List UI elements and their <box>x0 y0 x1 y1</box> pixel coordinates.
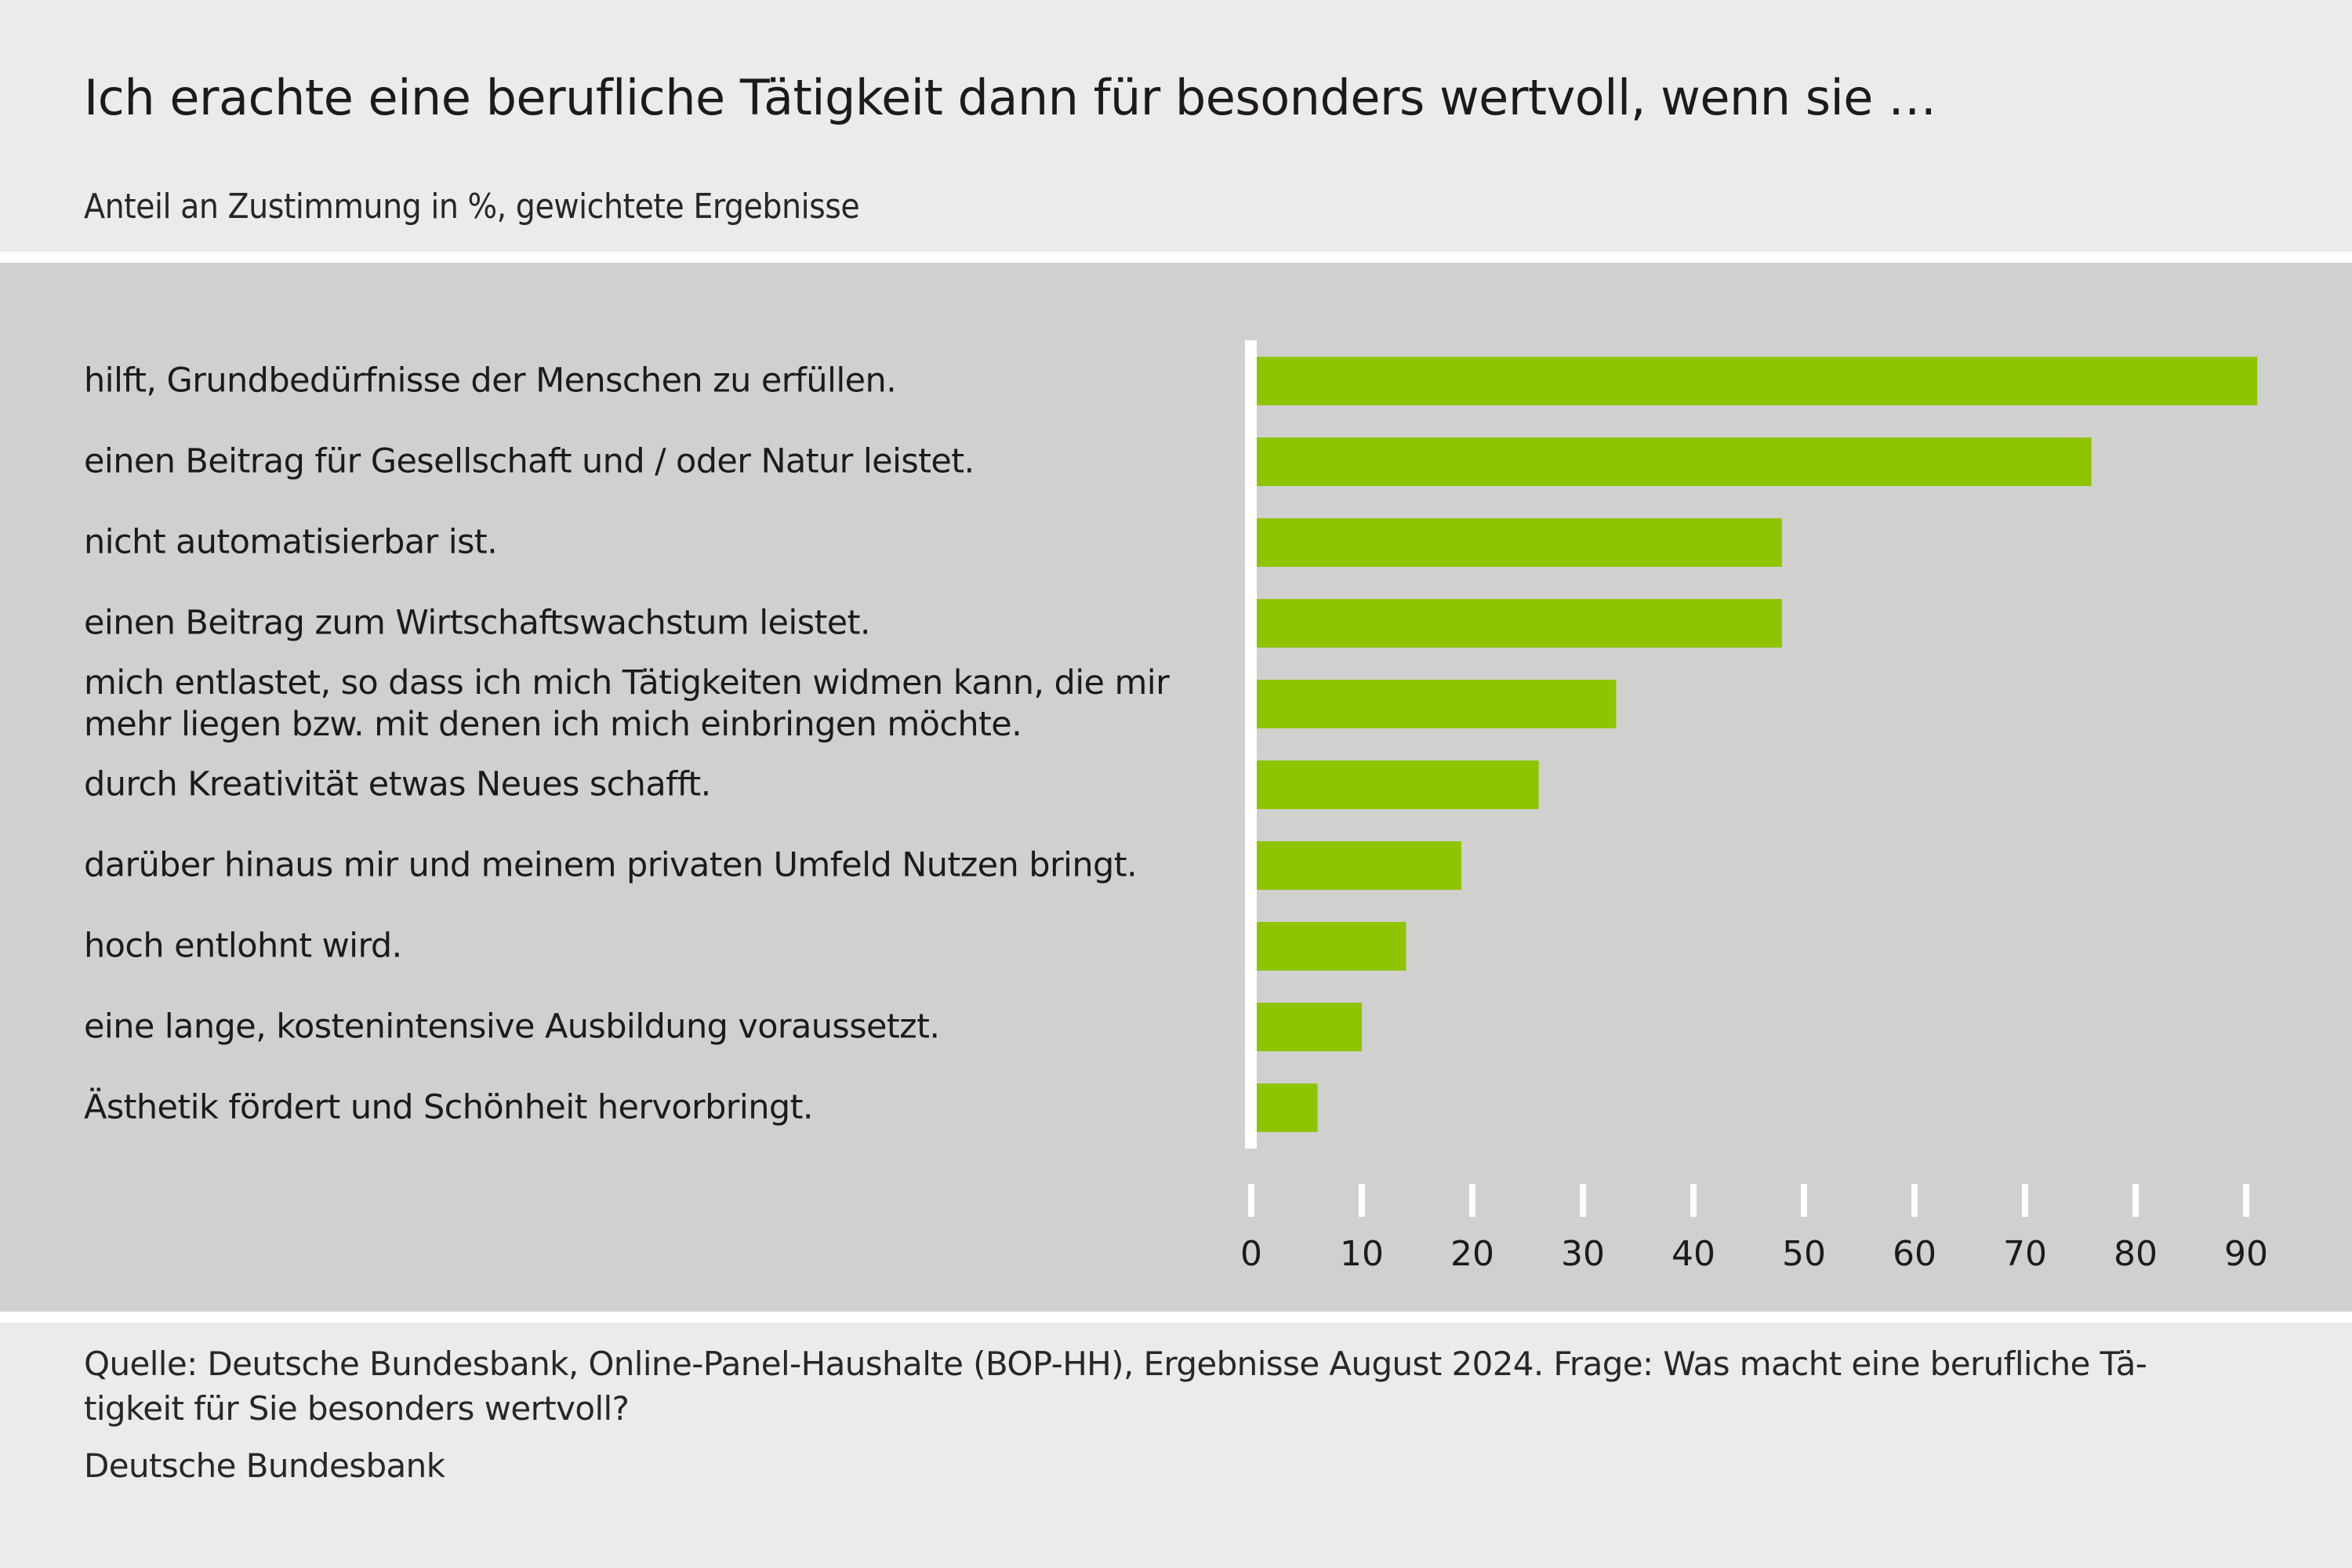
bar <box>1257 1083 1318 1132</box>
bar <box>1257 760 1539 809</box>
x-tick-mark <box>1359 1184 1365 1217</box>
x-tick-label: 20 <box>1450 1234 1494 1274</box>
bar <box>1257 1003 1362 1051</box>
bar <box>1257 518 1782 567</box>
x-tick-mark <box>1801 1184 1807 1217</box>
y-axis-line <box>1245 340 1257 1149</box>
x-tick-label: 90 <box>2224 1234 2268 1274</box>
bar <box>1257 841 1461 890</box>
category-label: einen Beitrag für Gesellschaft und / ode… <box>84 441 975 481</box>
x-tick-mark <box>2022 1184 2028 1217</box>
bar <box>1257 680 1617 728</box>
category-label: hoch entlohnt wird. <box>84 926 402 966</box>
category-label: einen Beitrag zum Wirtschaftswachstum le… <box>84 603 871 643</box>
category-label: mich entlastet, so dass ich mich Tätigke… <box>84 663 1170 744</box>
x-tick-mark <box>1911 1184 1918 1217</box>
source-note-line-2: tigkeit für Sie besonders wertvoll? <box>84 1389 630 1428</box>
x-axis-ticks: 0 10 20 30 40 50 60 70 80 90 <box>1240 1184 2268 1274</box>
category-label: nicht automatisierbar ist. <box>84 522 498 562</box>
category-label: hilft, Grundbedürfnisse der Menschen zu … <box>84 361 897 401</box>
x-tick-label: 40 <box>1671 1234 1715 1274</box>
chart-title: Ich erachte eine berufliche Tätigkeit da… <box>84 69 1936 126</box>
x-tick-mark <box>2132 1184 2139 1217</box>
footer-separator <box>0 1312 2352 1323</box>
x-tick-mark <box>1690 1184 1697 1217</box>
bar <box>1257 357 2258 405</box>
header-separator <box>0 252 2352 263</box>
x-tick-label: 10 <box>1340 1234 1384 1274</box>
bar <box>1257 922 1406 971</box>
x-tick-label: 50 <box>1782 1234 1826 1274</box>
bars-group <box>1257 357 2258 1132</box>
source-note: Quelle: Deutsche Bundesbank, Online-Pane… <box>84 1341 2279 1431</box>
x-tick-label: 30 <box>1561 1234 1605 1274</box>
x-tick-mark <box>2243 1184 2249 1217</box>
x-tick-label: 80 <box>2114 1234 2158 1274</box>
publisher-credit: Deutsche Bundesbank <box>84 1446 445 1485</box>
category-label: darüber hinaus mir und meinem privaten U… <box>84 845 1138 885</box>
x-tick-label: 70 <box>2003 1234 2047 1274</box>
category-label: durch Kreativität etwas Neues schafft. <box>84 764 711 804</box>
x-tick-mark <box>1580 1184 1586 1217</box>
x-tick-mark <box>1248 1184 1254 1217</box>
bar <box>1257 599 1782 648</box>
chart-footer: Quelle: Deutsche Bundesbank, Online-Pane… <box>0 1323 2352 1568</box>
source-note-line-1: Quelle: Deutsche Bundesbank, Online-Pane… <box>84 1345 2147 1383</box>
bar <box>1257 437 2092 486</box>
x-tick-label: 0 <box>1240 1234 1262 1274</box>
category-label: Ästhetik fördert und Schönheit hervorbri… <box>84 1087 814 1127</box>
chart-subtitle: Anteil an Zustimmung in %, gewichtete Er… <box>84 187 860 227</box>
category-label: eine lange, kostenintensive Ausbildung v… <box>84 1007 940 1047</box>
x-tick-mark <box>1469 1184 1475 1217</box>
x-tick-label: 60 <box>1893 1234 1936 1274</box>
chart-header: Ich erachte eine berufliche Tätigkeit da… <box>0 0 2352 252</box>
